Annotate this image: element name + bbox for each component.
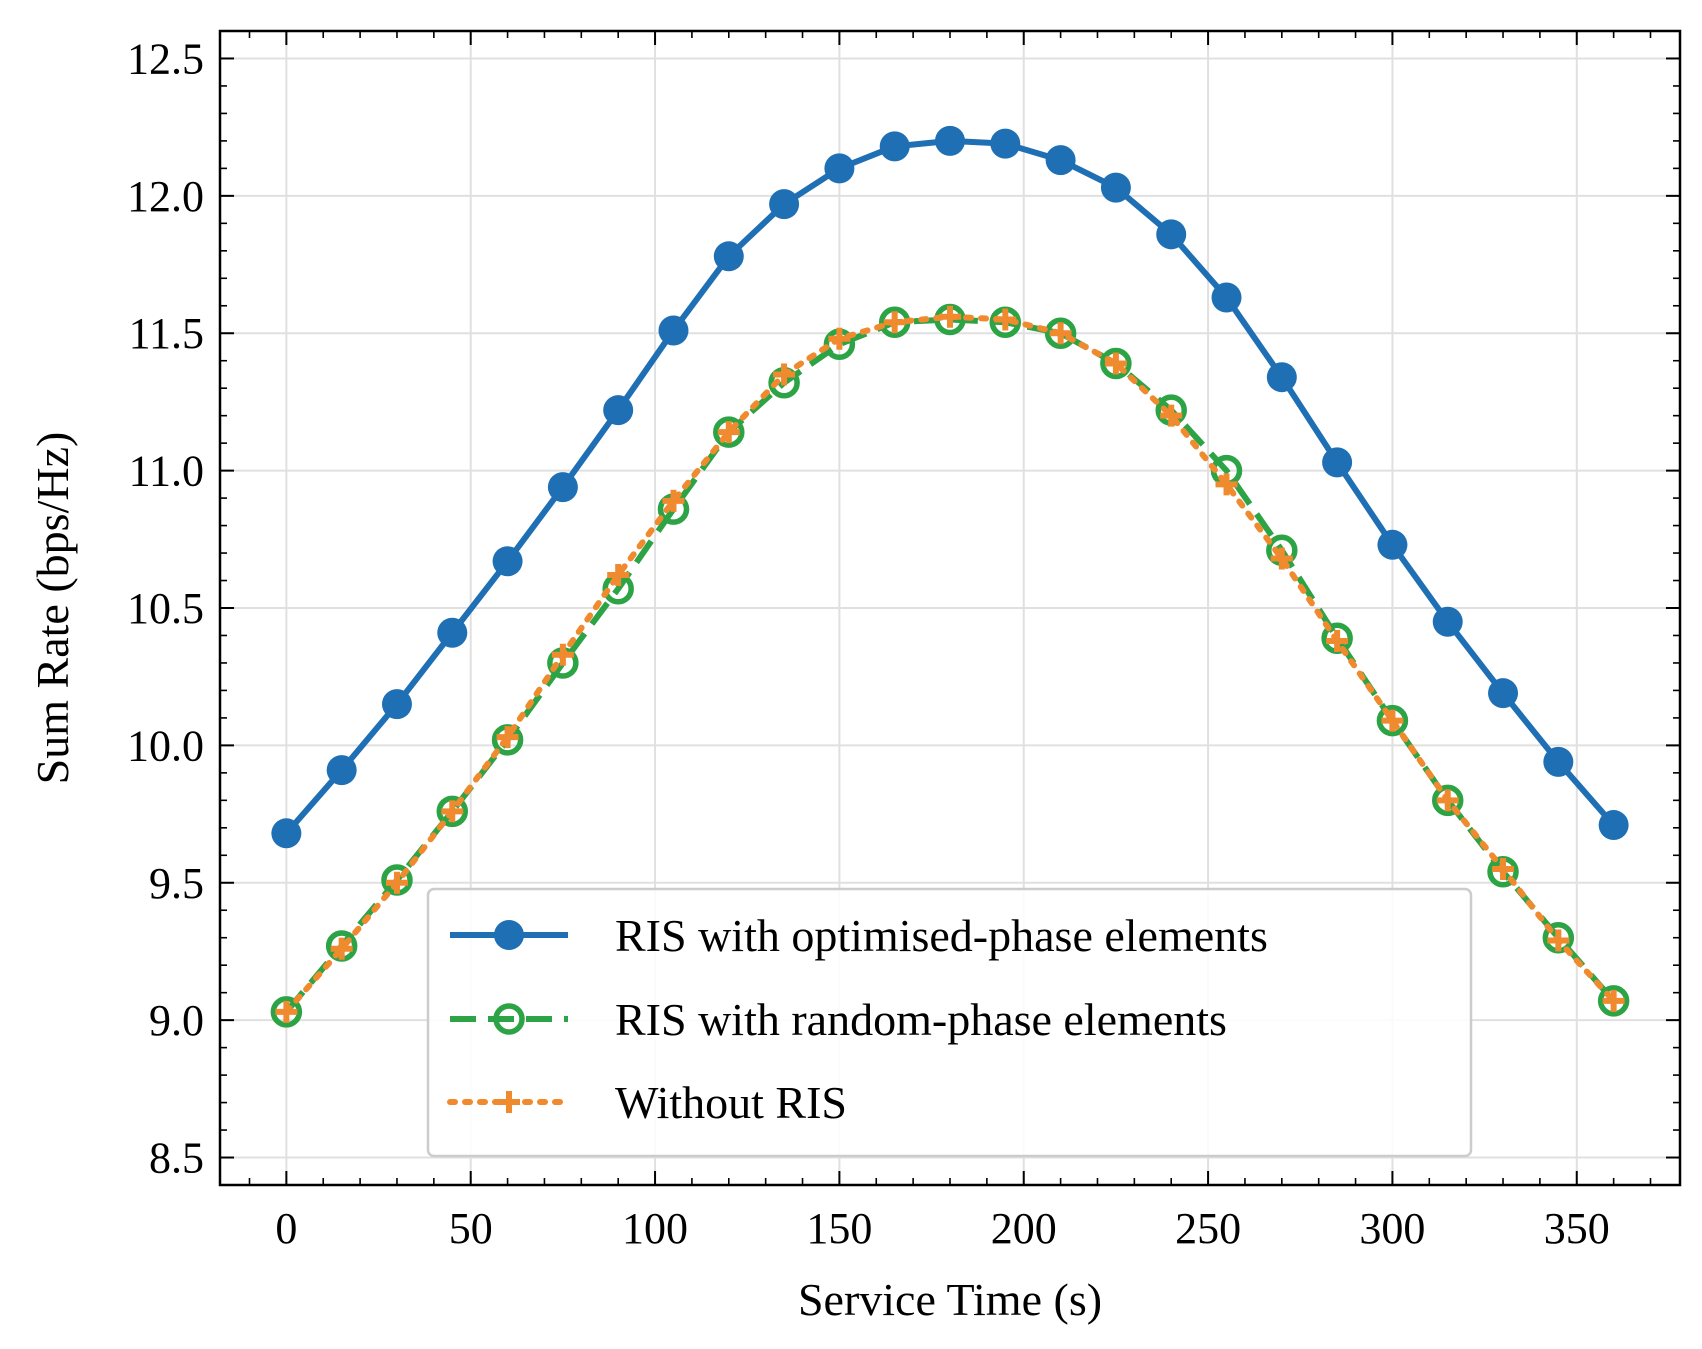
data-point [381,689,412,720]
legend-entry-3: Without RIS [447,1077,847,1128]
plot-series [270,125,1630,1028]
x-tick-label: 0 [275,1204,297,1253]
x-tick-label: 50 [449,1204,493,1253]
data-point [1602,989,1625,1012]
data-point [271,818,302,849]
legend-label: RIS with random-phase elements [615,994,1227,1045]
data-point [1045,145,1076,176]
data-point [1492,858,1515,881]
y-axis-label: Sum Rate (bps/Hz) [27,432,78,785]
series-1 [271,125,1629,849]
y-tick-label: 12.0 [127,172,204,221]
data-point [1381,709,1404,732]
data-point [1326,629,1349,652]
data-point [437,617,468,648]
data-point [939,305,961,328]
data-point [492,546,523,577]
data-point [769,189,800,220]
y-tick-label: 10.5 [127,584,204,633]
data-point [494,920,524,950]
x-tick-label: 100 [622,1204,688,1253]
data-point [1044,317,1077,349]
legend-label: RIS with optimised-phase elements [615,910,1268,961]
tick-labels: 0 50 100 150 200 250 300 350 8.5 9.0 9.5 10.0 10.5 11… [127,34,1610,1253]
data-point [883,311,906,334]
data-point [1431,784,1464,817]
data-point [990,128,1021,159]
data-point [385,871,408,894]
y-tick-label: 11.0 [129,447,204,496]
data-point [1160,404,1183,427]
x-tick-label: 200 [991,1204,1057,1253]
data-point [326,755,357,786]
x-axis-label: Service Time (s) [798,1274,1102,1325]
data-point [1377,529,1408,560]
x-tick-label: 150 [806,1204,872,1253]
plot-frame [218,29,1682,1187]
data-point [1543,746,1574,777]
series-line [284,137,1616,836]
data-point [493,1003,525,1035]
data-point [1547,929,1570,952]
data-point [498,1091,520,1113]
y-tick-label: 10.0 [127,721,204,770]
legend-label: Without RIS [615,1077,847,1128]
data-point [773,363,796,386]
data-point [270,996,303,1028]
legend-entry-1: RIS with optimised-phase elements [450,910,1268,961]
data-point [1436,789,1459,812]
data-point [603,395,634,426]
data-point [879,131,910,162]
data-point [1049,322,1072,345]
legend-box [426,887,1473,1158]
y-tick-label: 8.5 [149,1134,204,1183]
data-point [275,1000,298,1023]
x-tick-label: 250 [1175,1204,1241,1253]
data-point [441,800,464,823]
data-point [1215,473,1238,496]
data-point [1100,347,1132,380]
data-point [1266,362,1297,393]
y-tick-label: 12.5 [127,34,204,83]
data-point [1270,547,1293,570]
data-point [1322,447,1353,478]
y-tick-label: 9.5 [149,859,204,908]
data-point [1488,678,1519,709]
data-point [658,315,689,346]
data-point [551,643,574,666]
data-point [824,153,855,184]
series-3 [275,305,1625,1023]
data-point [607,564,630,587]
data-point [662,489,685,512]
data-point [1376,704,1409,737]
data-point [935,125,965,156]
data-point [1597,985,1630,1017]
data-point [717,421,740,444]
data-point [994,308,1017,331]
data-point [547,472,578,503]
data-point [496,726,519,749]
data-point [330,937,353,960]
data-point [713,416,745,448]
data-point [1156,219,1187,250]
data-point [1100,172,1131,203]
data-point [828,327,851,350]
data-point [1432,606,1463,637]
y-tick-label: 11.5 [129,309,204,358]
legend-entry-2: RIS with random-phase elements [450,994,1227,1045]
data-point [713,241,744,272]
legend: RIS with optimised-phase elements RIS wit… [426,887,1473,1158]
x-tick-label: 350 [1544,1204,1610,1253]
data-point [1598,810,1629,841]
data-point [436,795,469,828]
data-point [1104,352,1127,375]
data-point [1211,282,1242,313]
y-tick-label: 9.0 [149,996,204,1045]
x-tick-label: 300 [1359,1204,1425,1253]
